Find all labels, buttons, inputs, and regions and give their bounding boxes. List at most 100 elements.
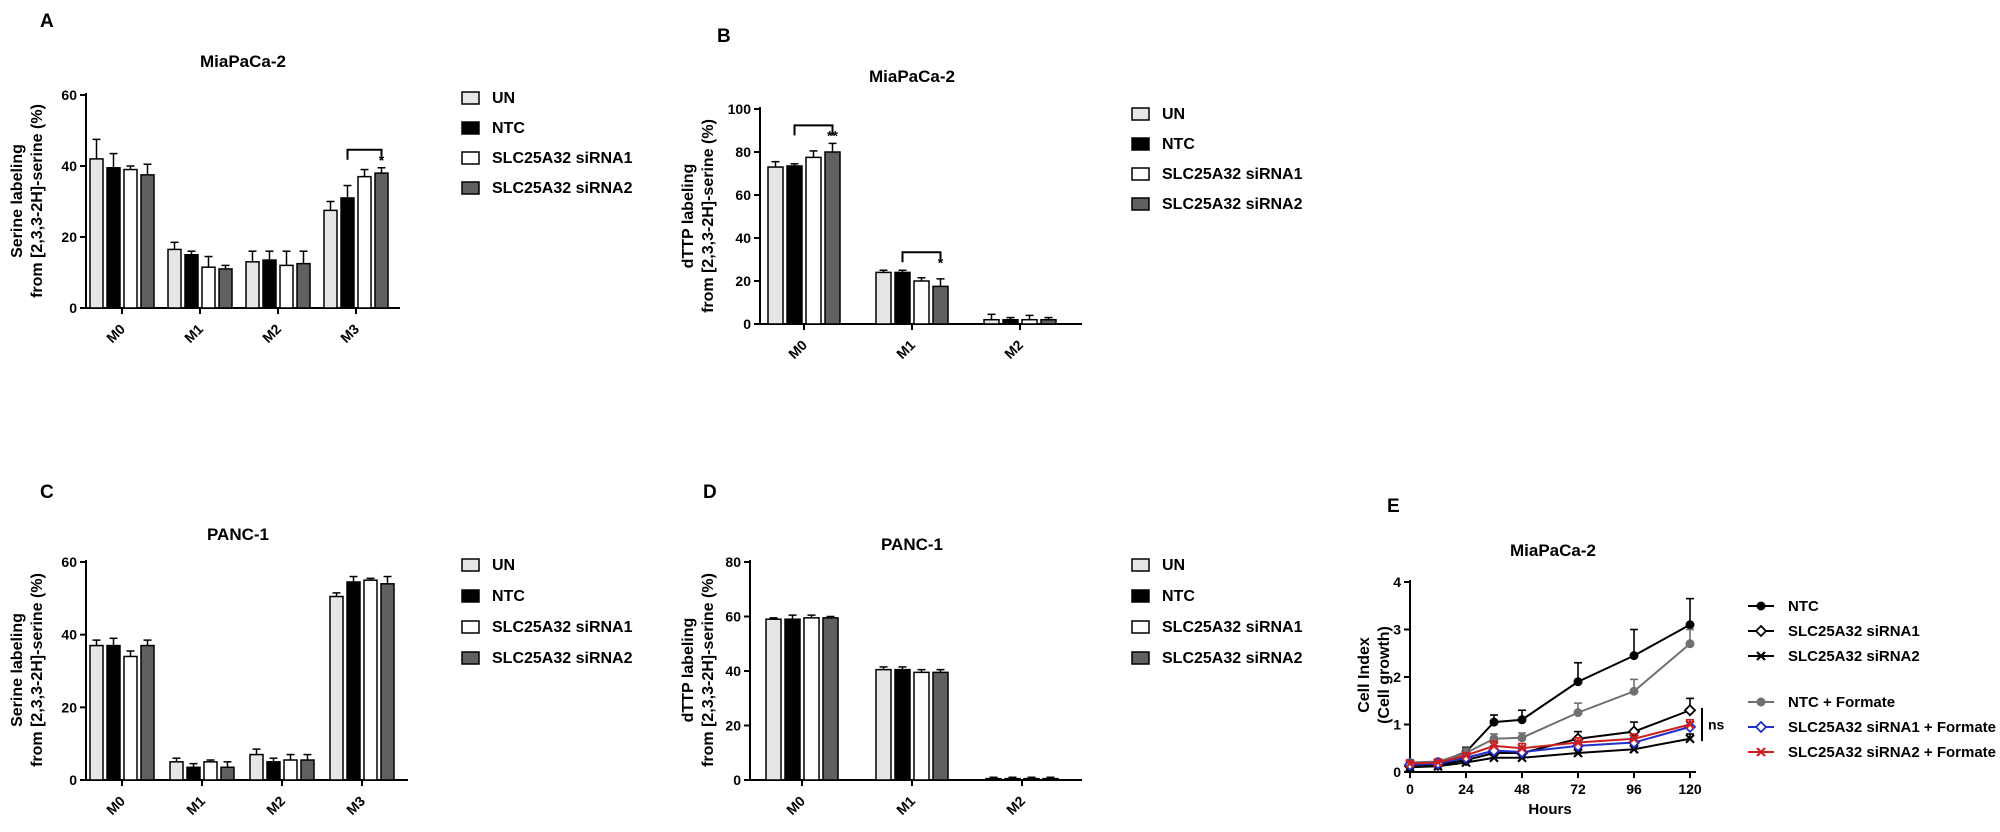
x-tick-label: M2 (1003, 793, 1028, 818)
y-tick-label: 0 (69, 300, 77, 316)
data-point (1517, 733, 1527, 743)
bar (985, 777, 1002, 781)
y-tick-label: 20 (735, 273, 751, 289)
y-axis-label-line: from [2,3,3-2H]-serine (%) (29, 104, 46, 298)
legend-label: SLC25A32 siRNA2 (1162, 650, 1303, 667)
data-point (1433, 757, 1443, 768)
y-axis-label-line: from [2,3,3-2H]-serine (%) (700, 119, 717, 313)
legend-label: NTC (492, 120, 525, 137)
x-tick-label: 96 (1626, 781, 1642, 797)
data-point (1461, 750, 1471, 761)
panel-a-chart: 0 20 40 60 Serine labeling from [2,3,3-2H]-se… (9, 52, 633, 346)
bar (784, 618, 801, 781)
y-axis-label-line: from [2,3,3-2H]-serine (%) (700, 573, 717, 767)
legend-label: SLC25A32 siRNA1 + Formate (1788, 719, 1996, 736)
legend-label: SLC25A32 siRNA1 (492, 150, 633, 167)
bar (106, 167, 121, 309)
y-axis-label-line: dTTP labeling (680, 618, 697, 723)
data-point (1489, 741, 1499, 751)
y-tick-label: 0 (1393, 764, 1401, 780)
bar (983, 318, 1000, 325)
y-axis-label: Cell Index (Cell growth) (1356, 626, 1393, 724)
bar (932, 671, 949, 781)
bar (283, 759, 298, 781)
significance-bracket (793, 124, 834, 136)
y-tick-label: 20 (61, 699, 77, 715)
x-tick-label: M2 (1001, 337, 1026, 362)
legend-swatch (461, 91, 480, 105)
significance-bracket (346, 148, 383, 160)
y-tick-label: 40 (61, 158, 77, 174)
bar (894, 668, 911, 781)
panel-b-chart: 0 20 40 60 80 100 dTTP labeling from [2,3,3-2H]… (680, 67, 1303, 362)
bar (203, 761, 218, 781)
bar (1002, 318, 1019, 325)
x-tick-label: 72 (1570, 781, 1586, 797)
data-point (1685, 639, 1695, 649)
legend-label: UN (1162, 557, 1185, 574)
bar (249, 753, 264, 781)
chart-title: PANC-1 (881, 535, 943, 554)
legend-label: SLC25A32 siRNA1 (492, 619, 633, 636)
data-point (1629, 733, 1639, 744)
significance-marker: * (379, 152, 385, 168)
bar (140, 644, 155, 781)
x-tick-label: 24 (1458, 781, 1474, 797)
bar (803, 617, 820, 781)
data-point (1629, 651, 1639, 661)
legend-swatch (1131, 167, 1150, 181)
bar (106, 644, 121, 781)
legend-label: UN (492, 557, 515, 574)
bar (340, 197, 355, 309)
data-point (1573, 677, 1583, 687)
data-point (1754, 624, 1768, 638)
data-point (1405, 758, 1415, 769)
legend-label: NTC (1162, 136, 1195, 153)
bar (220, 766, 235, 781)
y-tick-label: 0 (743, 316, 751, 332)
ns-marker: ns (1708, 717, 1725, 733)
y-tick-label: 60 (61, 554, 77, 570)
significance-marker: ** (827, 127, 838, 143)
legend-label: SLC25A32 siRNA2 + Formate (1788, 744, 1996, 761)
data-point (1517, 715, 1527, 725)
chart-title: MiaPaCa-2 (200, 52, 286, 71)
x-tick-label: 48 (1514, 781, 1530, 797)
bar (89, 644, 104, 781)
data-point (1629, 686, 1639, 696)
data-point (1685, 733, 1695, 744)
bar (296, 262, 311, 309)
data-point (1573, 708, 1583, 718)
data-point (1756, 697, 1766, 707)
bar (184, 254, 199, 309)
x-tick-label: M1 (181, 321, 206, 346)
bar (346, 581, 361, 781)
y-tick-label: 100 (728, 101, 752, 117)
bar (323, 209, 338, 309)
bar (218, 268, 233, 309)
bar (300, 759, 315, 781)
bar (329, 595, 344, 781)
y-tick-label: 60 (735, 187, 751, 203)
bar (1042, 777, 1059, 781)
data-point (1756, 747, 1766, 757)
bar (357, 175, 372, 309)
bar (805, 156, 822, 325)
bar (767, 166, 784, 325)
x-tick-label: M1 (893, 337, 918, 362)
y-axis-label-line: Serine labeling (9, 144, 26, 258)
data-point (1489, 752, 1499, 763)
legend-label: SLC25A32 siRNA1 (1788, 623, 1920, 640)
x-tick-label: M0 (103, 321, 128, 346)
bar (245, 261, 260, 309)
y-tick-label: 40 (735, 230, 751, 246)
y-axis-label: Serine labeling from [2,3,3-2H]-serine (%… (9, 104, 46, 298)
significance-bracket (901, 251, 942, 263)
legend-swatch (1131, 651, 1150, 665)
x-tick-label: M0 (785, 337, 810, 362)
series-line (1409, 642, 1691, 764)
panel-letter-d: D (703, 482, 717, 503)
bar (1004, 777, 1021, 781)
data-point (1685, 620, 1695, 630)
x-tick-label: M1 (893, 793, 918, 818)
